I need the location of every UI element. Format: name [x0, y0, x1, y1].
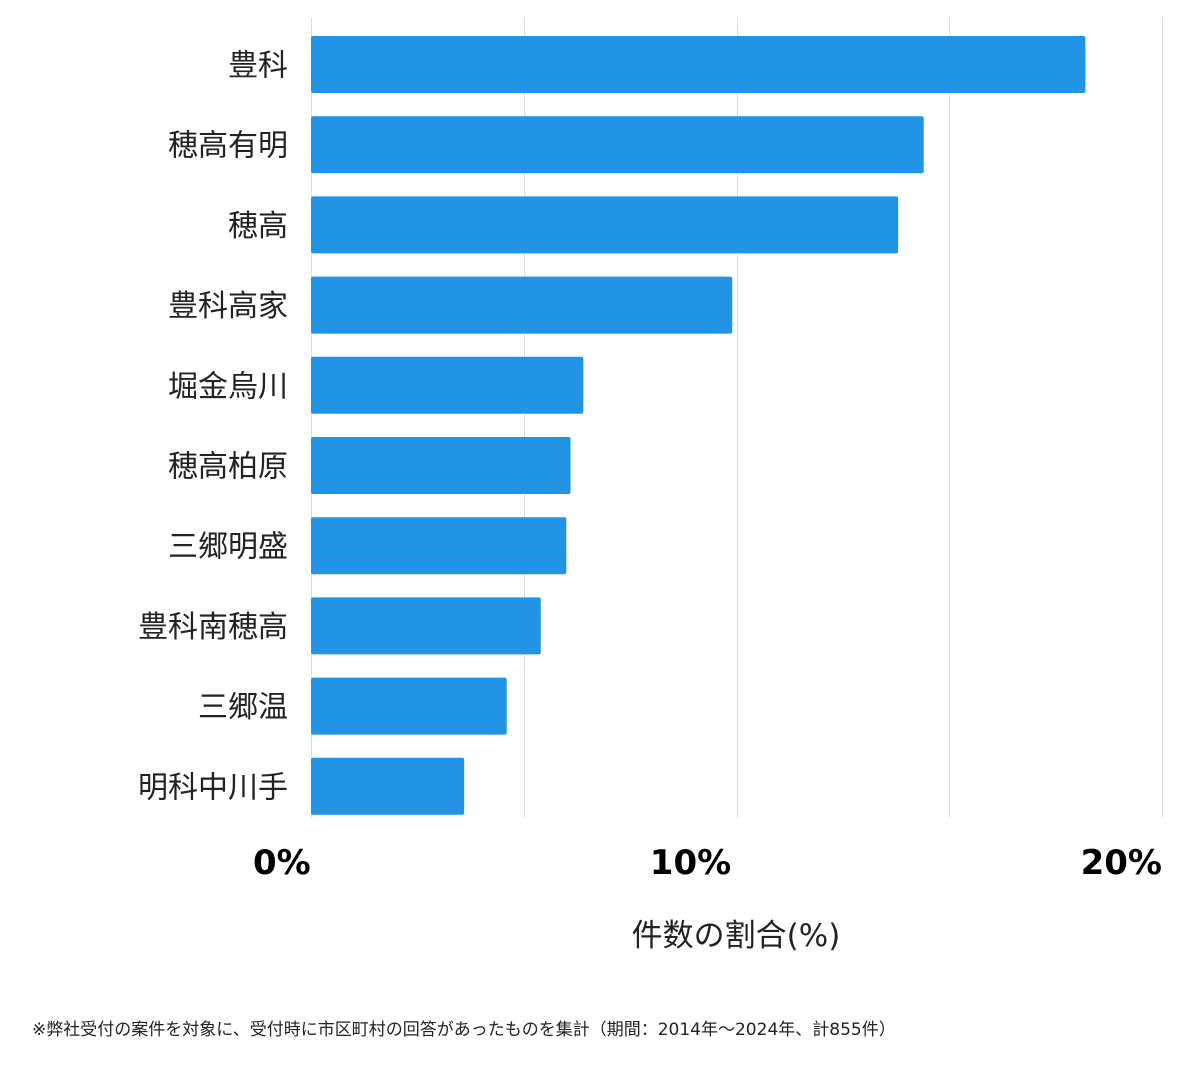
category-label-0: 豊科 — [228, 49, 288, 84]
bar-2 — [311, 196, 899, 254]
bar-3 — [311, 276, 733, 334]
x-axis-title: 件数の割合(%) — [632, 918, 841, 954]
x-tick-label-2: 20% — [1081, 843, 1162, 883]
x-tick-label-0: 0% — [253, 843, 311, 883]
category-label-1: 穂高有明 — [168, 129, 288, 164]
bar-8 — [311, 677, 507, 735]
category-label-7: 豊科南穂高 — [138, 610, 288, 645]
bar-1 — [311, 116, 924, 174]
x-tick-label-1: 10% — [650, 843, 731, 883]
bar-7 — [311, 597, 541, 655]
bar-6 — [311, 517, 567, 575]
bar-4 — [311, 356, 584, 414]
bar-0 — [311, 36, 1086, 93]
category-label-6: 三郷明盛 — [168, 530, 288, 565]
category-label-4: 堀金烏川 — [168, 369, 288, 404]
x-tick-labels: 0% 10% 20% — [253, 843, 1162, 883]
bars — [311, 36, 1086, 815]
category-label-2: 穂高 — [228, 209, 288, 244]
category-label-9: 明科中川手 — [138, 770, 288, 805]
category-label-3: 豊科高家 — [168, 289, 288, 324]
category-label-8: 三郷温 — [198, 690, 288, 725]
bar-9 — [311, 757, 465, 815]
footnote: ※弊社受付の案件を対象に、受付時に市区町村の回答があったものを集計（期間：201… — [32, 1020, 896, 1040]
bar-5 — [311, 437, 571, 494]
category-label-5: 穂高柏原 — [168, 450, 288, 485]
